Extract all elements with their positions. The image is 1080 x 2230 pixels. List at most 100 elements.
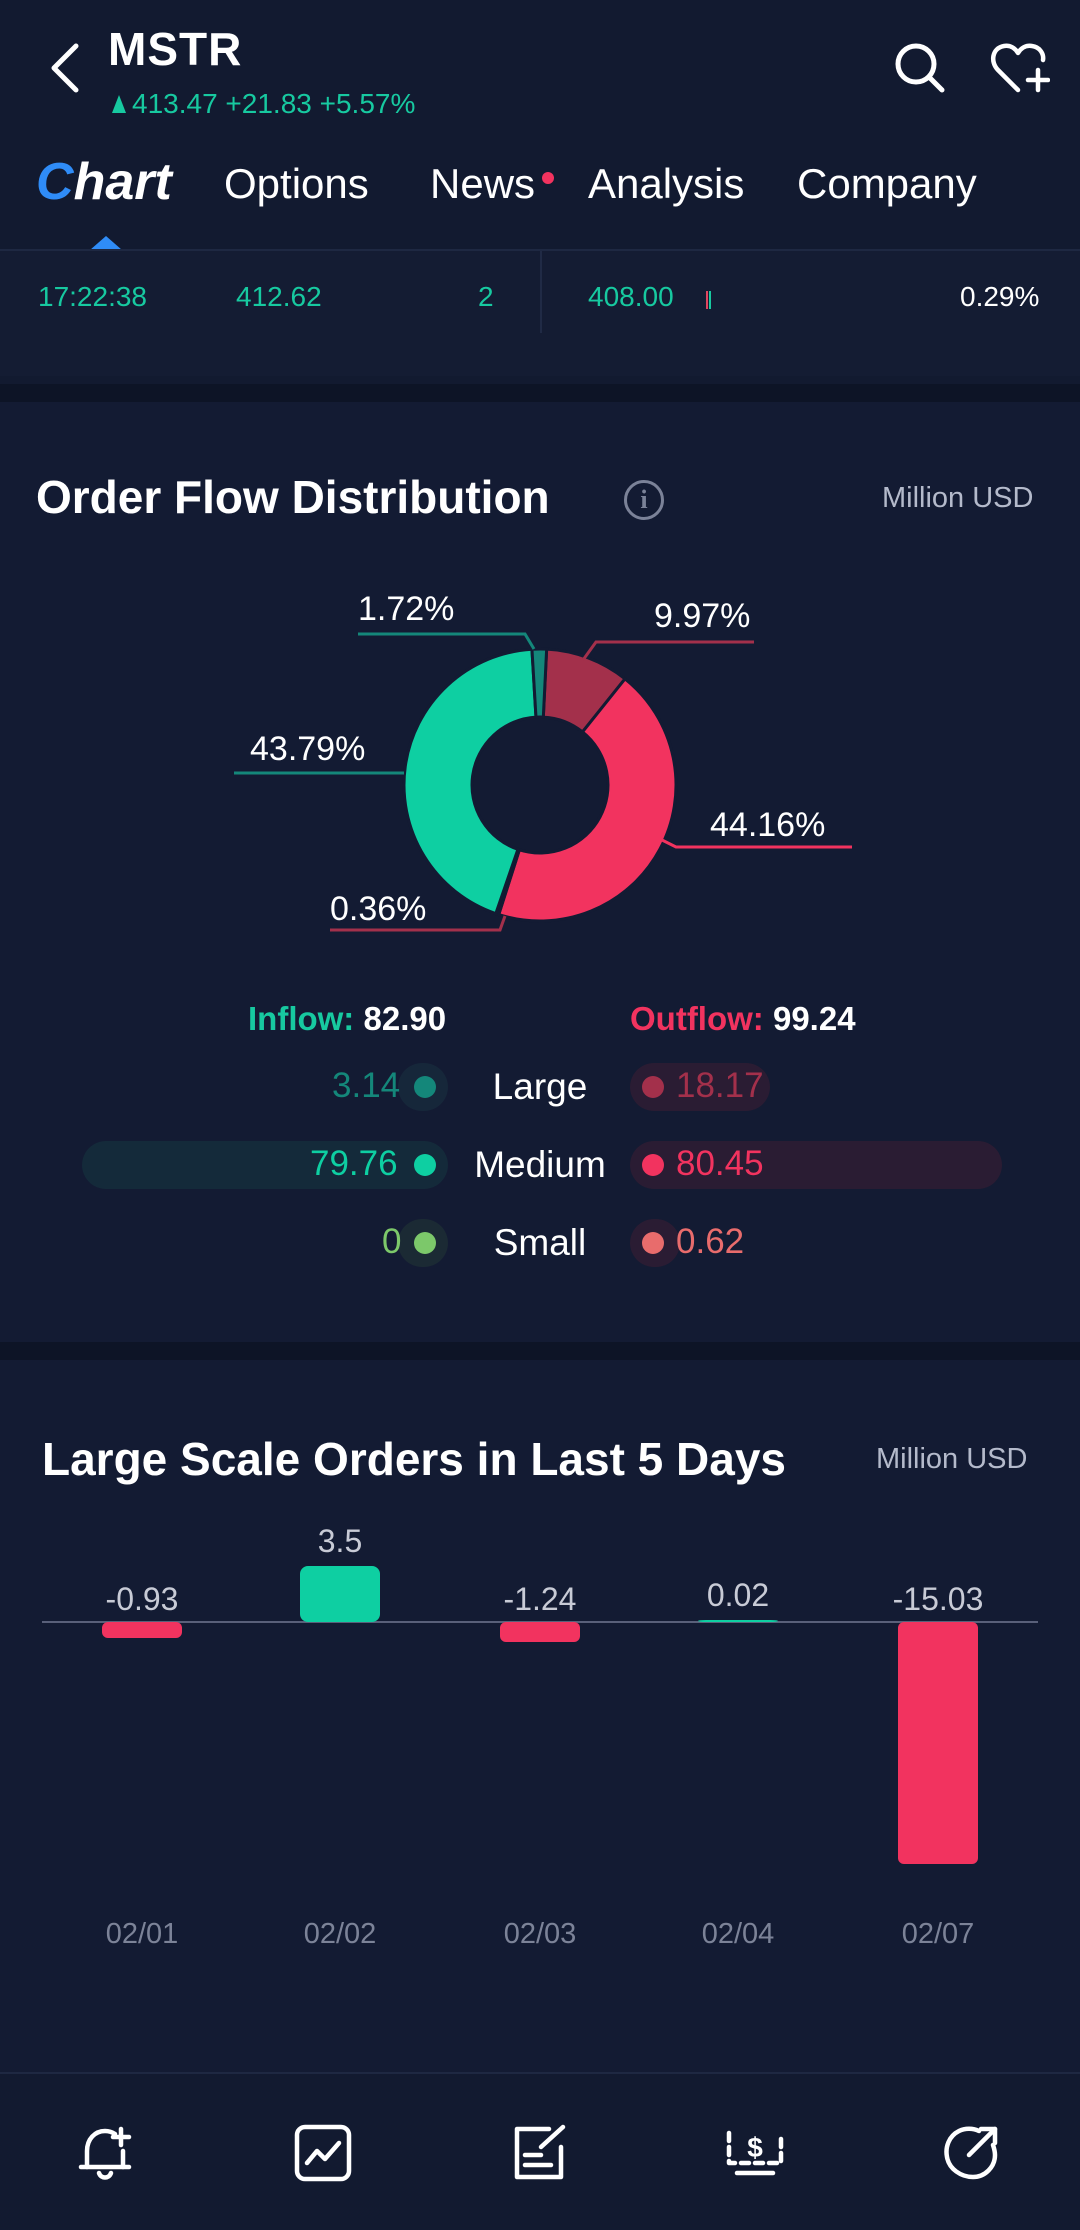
flow-row-label-small: Small <box>493 1222 587 1263</box>
bar-02-07 <box>898 1622 978 1864</box>
search-button[interactable] <box>890 38 950 98</box>
medium-outflow-marker <box>630 1142 676 1188</box>
bar-02-04 <box>698 1620 778 1622</box>
large-outflow-value: 18.17 <box>676 1066 764 1105</box>
medium-outflow-value: 80.45 <box>676 1144 764 1183</box>
flow-row-label-medium: Medium <box>474 1144 606 1185</box>
leader-line-medium-outflow <box>661 838 852 849</box>
section-gap-2 <box>0 1342 1080 1360</box>
tab-analysis[interactable]: Analysis <box>588 160 745 207</box>
inflow-summary: Inflow: 82.90 <box>248 1000 446 1038</box>
chart-view-button[interactable] <box>288 2118 358 2188</box>
large-inflow-value: 3.14 <box>332 1066 401 1105</box>
donut-label-medium-outflow: 44.16% <box>710 806 826 844</box>
small-inflow-marker <box>402 1220 448 1266</box>
bar-value-label: -0.93 <box>106 1581 179 1617</box>
tabs-divider <box>0 249 1080 251</box>
tab-options[interactable]: Options <box>224 160 369 207</box>
tab-chart-label: hart <box>73 153 172 211</box>
donut-label-small-outflow: 0.36% <box>330 890 427 928</box>
price-change-text: 413.47 +21.83 +5.57% <box>132 88 416 119</box>
outflow-value: 99.24 <box>772 1000 856 1037</box>
heart-plus-icon <box>990 43 1050 93</box>
bar-date-label: 02/02 <box>304 1918 377 1950</box>
bar-value-label: -15.03 <box>893 1581 984 1617</box>
donut-slice-medium-outflow <box>496 676 678 923</box>
large-orders-unit: Million USD <box>876 1443 1028 1475</box>
order-flow-donut-chart <box>234 632 852 932</box>
bottom-toolbar <box>0 2072 1080 2230</box>
time-and-sales-row: 17:22:38 412.62 2 408.00 0.29% <box>0 251 1080 376</box>
bar-value-label: 3.5 <box>318 1523 362 1559</box>
bar-value-label: -1.24 <box>504 1581 577 1617</box>
large-inflow-marker <box>402 1064 448 1110</box>
back-button[interactable] <box>40 38 90 98</box>
chevron-left-icon <box>51 43 79 93</box>
flow-row-label-large: Large <box>492 1066 588 1107</box>
bar-02-01 <box>102 1622 182 1638</box>
trade-price: 412.62 <box>236 281 322 312</box>
bar-date-label: 02/01 <box>106 1918 179 1950</box>
medium-outflow-bar <box>630 1141 1002 1189</box>
tab-company[interactable]: Company <box>797 160 977 207</box>
ticker-symbol: MSTR <box>108 23 243 75</box>
tab-chart-letter: C <box>36 153 74 211</box>
medium-inflow-bar <box>82 1141 448 1189</box>
tab-news[interactable]: News <box>430 160 536 207</box>
add-watchlist-button[interactable] <box>990 38 1050 98</box>
order-flow-unit: Million USD <box>882 482 1034 514</box>
bar-02-02 <box>300 1566 380 1622</box>
bar-date-label: 02/03 <box>504 1918 577 1950</box>
outflow-summary: Outflow: 99.24 <box>630 1000 856 1038</box>
bell-plus-icon <box>78 2126 132 2180</box>
edit-note-icon <box>514 2124 566 2180</box>
svg-text:$: $ <box>747 2132 763 2163</box>
line-chart-icon <box>294 2124 352 2182</box>
trade-divider <box>540 251 542 333</box>
bar-value-label: 0.02 <box>707 1577 769 1613</box>
large-orders-title: Large Scale Orders in Last 5 Days <box>42 1433 787 1485</box>
trade-button[interactable]: $ <box>720 2118 790 2188</box>
donut-label-large-outflow: 9.97% <box>654 597 751 635</box>
large-outflow-marker <box>630 1064 676 1110</box>
tab-bar: Chart Options News Analysis Company <box>0 153 1080 250</box>
trade-percentage: 0.29% <box>960 281 1040 312</box>
large-orders-bar-chart: -0.93 02/01 3.5 02/02 -1.24 02/03 0.02 02/04 -15… <box>42 1523 1038 1950</box>
active-tab-indicator <box>90 236 122 250</box>
trade-time: 17:22:38 <box>38 281 147 312</box>
bar-date-label: 02/04 <box>702 1918 775 1950</box>
search-icon <box>895 43 945 93</box>
donut-label-large-inflow: 1.72% <box>358 590 455 628</box>
donut-label-medium-inflow: 43.79% <box>250 730 366 768</box>
bid-bar-green <box>709 291 711 309</box>
donut-slice-medium-inflow <box>402 647 538 916</box>
news-notification-dot <box>542 172 554 184</box>
outflow-label: Outflow: <box>630 1000 764 1037</box>
inflow-value: 82.90 <box>363 1000 447 1037</box>
bar-date-label: 02/07 <box>902 1918 975 1950</box>
notes-button[interactable] <box>504 2118 574 2188</box>
bid-price: 408.00 <box>588 281 674 312</box>
price-change-line: 413.47 +21.83 +5.57% <box>112 88 415 120</box>
medium-inflow-value: 79.76 <box>310 1144 398 1183</box>
bar-02-03 <box>500 1622 580 1642</box>
share-button[interactable] <box>936 2118 1006 2188</box>
leader-line-large-outflow <box>581 640 754 661</box>
medium-inflow-marker <box>402 1142 448 1188</box>
leader-line-small-outflow <box>330 915 507 932</box>
info-icon[interactable]: i <box>624 480 664 520</box>
share-arrow-icon <box>944 2126 998 2180</box>
dollar-trade-icon: $ <box>726 2130 784 2176</box>
tab-chart[interactable]: Chart <box>36 152 172 212</box>
bid-bar-red <box>706 291 708 309</box>
trade-quantity: 2 <box>478 281 494 312</box>
small-outflow-value: 0.62 <box>676 1222 745 1261</box>
small-outflow-marker <box>630 1220 676 1266</box>
inflow-label: Inflow: <box>248 1000 355 1037</box>
add-alert-button[interactable] <box>72 2118 142 2188</box>
small-inflow-value: 0 <box>382 1222 402 1261</box>
section-gap <box>0 384 1080 402</box>
donut-slice-large-inflow <box>530 647 549 719</box>
order-flow-title: Order Flow Distribution <box>36 471 550 523</box>
leader-line-large-inflow <box>358 632 536 650</box>
